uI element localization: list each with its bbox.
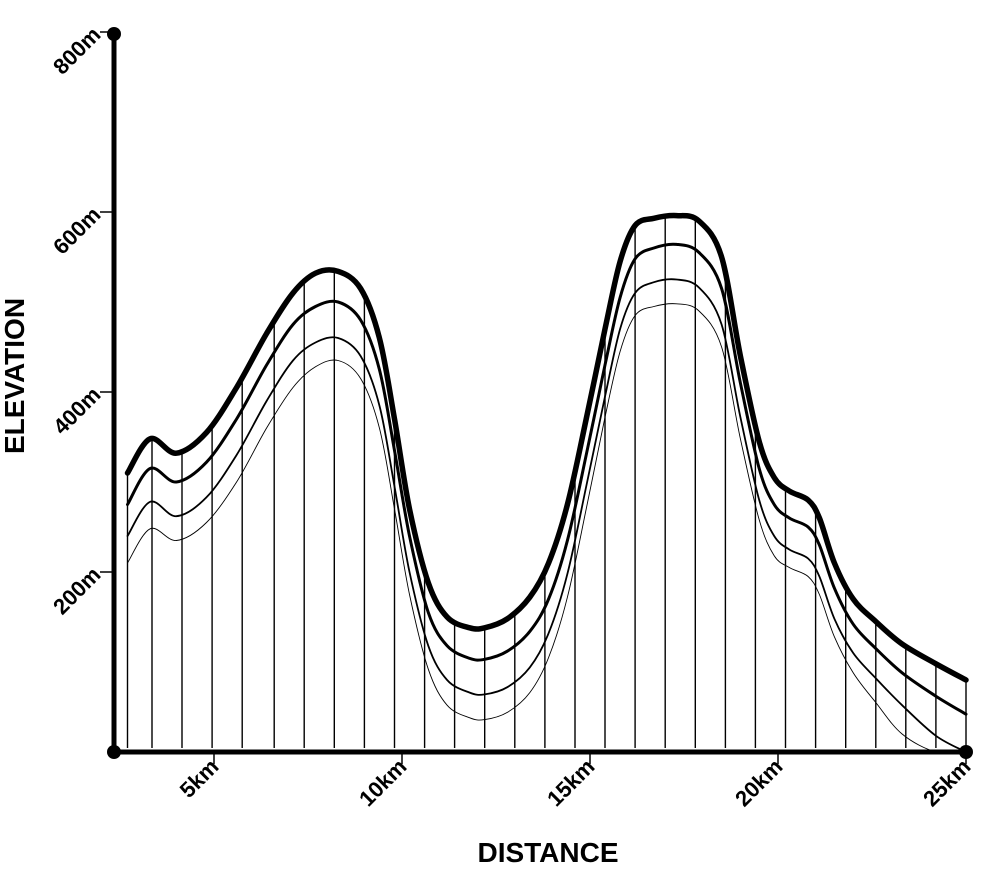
elevation-line-1 bbox=[124, 212, 969, 683]
series-layer bbox=[124, 212, 969, 754]
y-tick-label: 400m bbox=[48, 382, 105, 439]
tick-layer: 5km 10km 15km 20km 25km 200m 400m 600m 800m bbox=[48, 22, 975, 811]
y-tick-label: 800m bbox=[48, 22, 105, 79]
elevation-line-4 bbox=[127, 303, 967, 754]
y-axis-end-dot bbox=[107, 27, 121, 41]
x-tick-label: 20km bbox=[730, 754, 787, 811]
y-axis-title: ELEVATION bbox=[0, 298, 30, 454]
x-tick-label: 5km bbox=[175, 754, 224, 803]
x-tick-label: 10km bbox=[354, 754, 411, 811]
origin-dot bbox=[107, 745, 121, 759]
axes bbox=[107, 27, 973, 759]
elevation-line-3 bbox=[126, 278, 967, 753]
elevation-line-2 bbox=[126, 242, 968, 716]
x-tick-label: 15km bbox=[542, 754, 599, 811]
x-axis-title: DISTANCE bbox=[477, 837, 618, 868]
drop-lines bbox=[126, 216, 967, 748]
y-tick-label: 200m bbox=[48, 562, 105, 619]
y-tick-label: 600m bbox=[48, 202, 105, 259]
x-tick-label: 25km bbox=[918, 754, 975, 811]
